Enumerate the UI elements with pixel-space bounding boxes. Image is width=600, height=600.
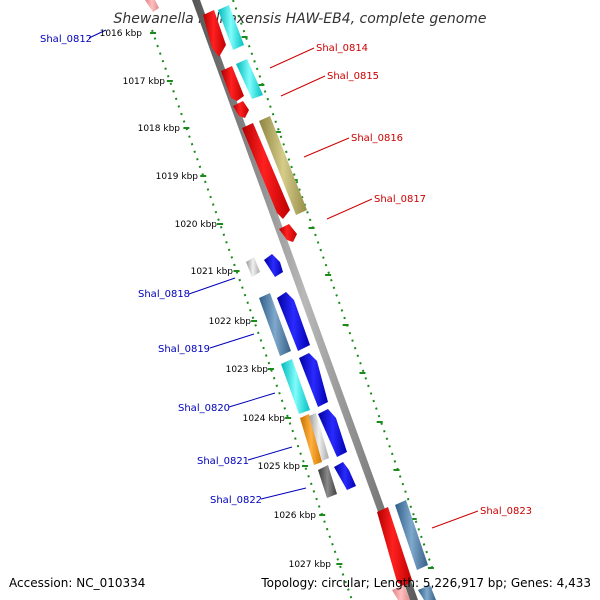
gene-callout-line bbox=[280, 75, 326, 97]
tick-label: 1021 kbp bbox=[191, 267, 234, 277]
gene-label-shal-0818[interactable]: Shal_0818 bbox=[138, 289, 190, 300]
gene-shape-steel bbox=[418, 585, 436, 600]
gene-shape-red bbox=[242, 123, 290, 219]
reverse-strand-genes bbox=[145, 0, 356, 498]
map-title: Shewanella halifaxensis HAW-EB4, complet… bbox=[113, 11, 486, 27]
gene-callout-line bbox=[228, 392, 276, 408]
tick-label: 1024 kbp bbox=[243, 414, 286, 424]
gene-shape-red bbox=[221, 66, 244, 101]
gene-label-shal-0815[interactable]: Shal_0815 bbox=[327, 71, 379, 82]
gene-shape-steel bbox=[259, 293, 291, 356]
genome-backbone bbox=[192, 0, 418, 600]
tick-labels: 1016 kbp 1017 kbp 1018 kbp 1019 kbp 1020 kbp… bbox=[100, 29, 332, 570]
tick-label: 1019 kbp bbox=[156, 172, 199, 182]
gene-labels: Shal_0812 Shal_0814 Shal_0815 Shal_0816 Shal… bbox=[40, 29, 532, 529]
tick-label: 1018 kbp bbox=[138, 124, 181, 134]
gene-shape-lightgray bbox=[246, 257, 260, 277]
gene-callout-line bbox=[247, 446, 293, 461]
gene-shape-red bbox=[377, 507, 412, 587]
gene-callout-line bbox=[269, 47, 315, 69]
gene-shape-olive bbox=[259, 116, 307, 215]
gene-label-shal-0812[interactable]: Shal_0812 bbox=[40, 34, 92, 45]
gene-callout-line bbox=[431, 510, 479, 529]
gene-callout-line bbox=[209, 333, 255, 349]
gene-label-shal-0822[interactable]: Shal_0822 bbox=[210, 495, 262, 506]
gene-callout-line bbox=[188, 277, 236, 295]
gene-label-shal-0823[interactable]: Shal_0823 bbox=[480, 506, 532, 517]
gene-shape-cyan bbox=[281, 359, 310, 414]
gene-label-shal-0816[interactable]: Shal_0816 bbox=[351, 133, 403, 144]
gene-shape-pink bbox=[392, 585, 410, 600]
tick-label: 1016 kbp bbox=[100, 29, 143, 39]
accession-label: Accession: NC_010334 bbox=[9, 576, 145, 590]
gene-label-shal-0817[interactable]: Shal_0817 bbox=[374, 194, 426, 205]
tick-label: 1023 kbp bbox=[226, 365, 269, 375]
tick-label: 1025 kbp bbox=[258, 462, 301, 472]
tick-label: 1017 kbp bbox=[123, 77, 166, 87]
gene-shape-red bbox=[203, 10, 226, 57]
gene-shape-lightgray bbox=[309, 413, 329, 461]
gene-shape-steel bbox=[395, 500, 428, 570]
gene-shape-cyan bbox=[218, 5, 244, 50]
gene-shape-blue bbox=[277, 292, 310, 351]
gene-label-shal-0819[interactable]: Shal_0819 bbox=[158, 344, 210, 355]
gene-shape-cyan bbox=[236, 59, 263, 99]
forward-strand-genes bbox=[203, 5, 436, 600]
gene-label-shal-0814[interactable]: Shal_0814 bbox=[316, 43, 368, 54]
gene-callout-line bbox=[260, 487, 307, 500]
gene-shape-red bbox=[279, 224, 297, 242]
gene-callout-line bbox=[88, 29, 107, 39]
tick-label: 1027 kbp bbox=[289, 560, 332, 570]
gene-shape-blue bbox=[264, 254, 283, 277]
tick-label: 1022 kbp bbox=[209, 317, 252, 327]
tick-label: 1026 kbp bbox=[274, 511, 317, 521]
gene-callout-line bbox=[303, 137, 350, 158]
gene-label-shal-0821[interactable]: Shal_0821 bbox=[197, 456, 249, 467]
gene-shape-pink bbox=[145, 0, 159, 12]
gene-label-shal-0820[interactable]: Shal_0820 bbox=[178, 403, 230, 414]
tick-label: 1020 kbp bbox=[175, 220, 218, 230]
gene-shape-blue bbox=[299, 353, 328, 407]
gene-callout-line bbox=[326, 198, 373, 220]
gene-shape-darkgray bbox=[318, 465, 337, 498]
gene-shape-red bbox=[233, 101, 249, 118]
gene-shape-blue bbox=[334, 462, 356, 490]
gene-shape-blue bbox=[318, 409, 347, 457]
genome-summary: Topology: circular; Length: 5,226,917 bp… bbox=[260, 576, 591, 590]
gene-shape-orange bbox=[300, 414, 322, 465]
